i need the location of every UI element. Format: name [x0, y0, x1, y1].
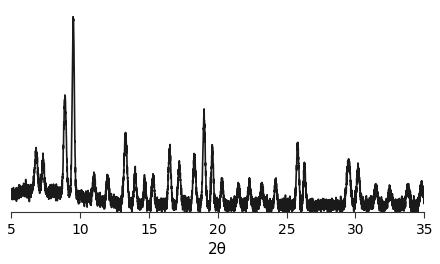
X-axis label: 2θ: 2θ — [208, 242, 227, 257]
